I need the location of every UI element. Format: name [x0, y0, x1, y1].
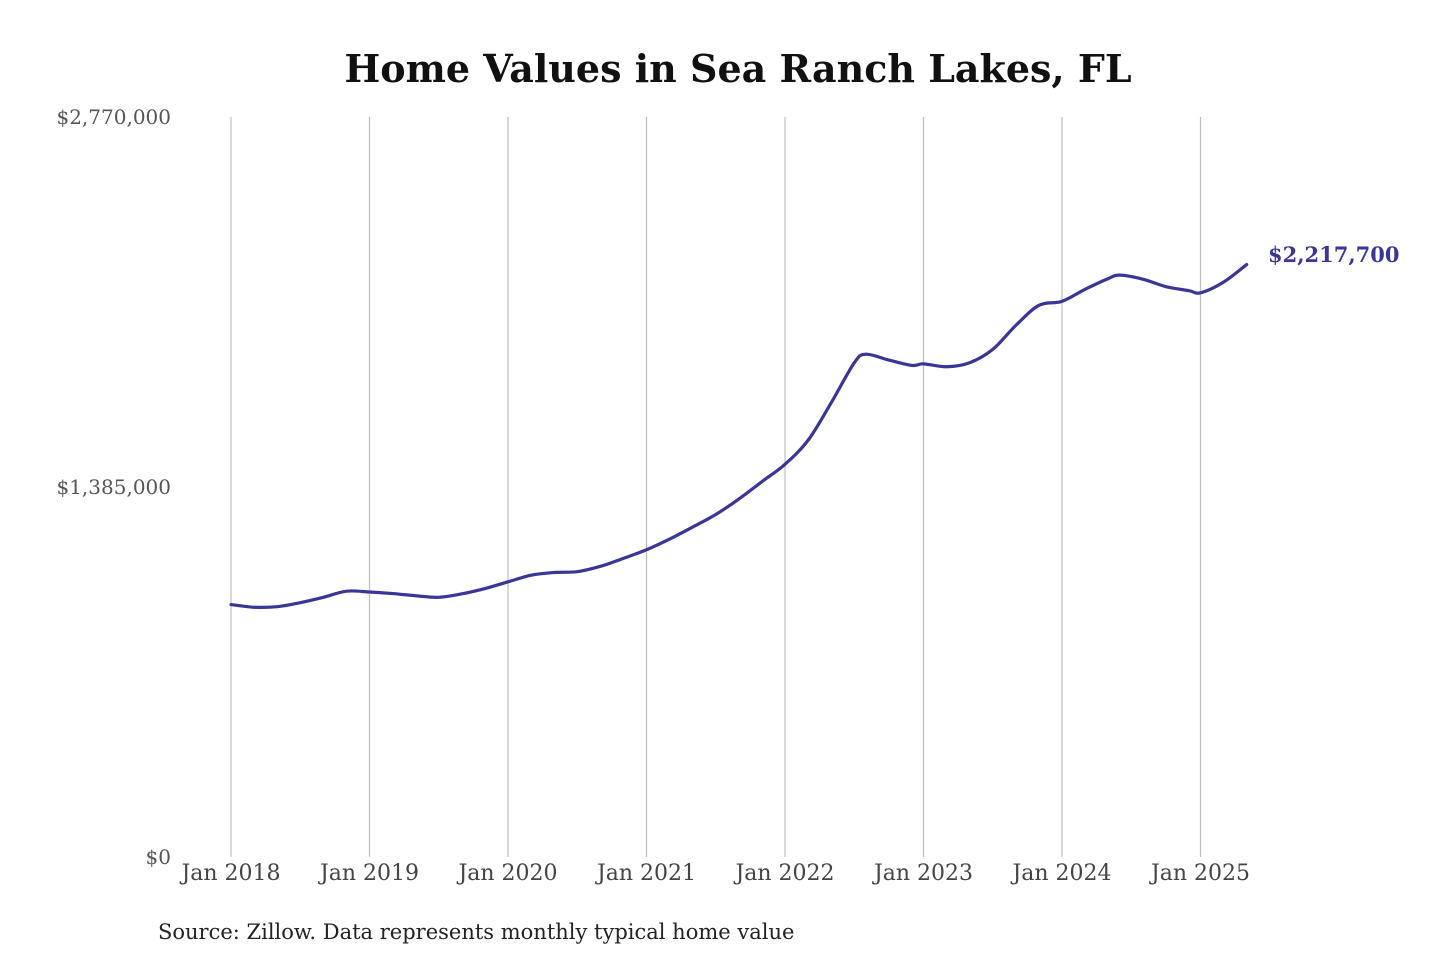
x-tick-label: Jan 2020 [456, 861, 557, 886]
series-line [229, 262, 1249, 610]
x-tick-label: Jan 2019 [318, 861, 419, 886]
chart-title: Home Values in Sea Ranch Lakes, FL [344, 46, 1131, 91]
x-axis-tick-labels: Jan 2018 Jan 2019 Jan 2020 Jan 2021 Jan 2022… [179, 861, 1250, 886]
x-tick-label: Jan 2021 [595, 861, 696, 886]
y-tick-label: $1,385,000 [56, 475, 171, 499]
y-tick-label: $0 [146, 845, 171, 869]
vertical-grid [230, 117, 1202, 857]
end-value-label: $2,217,700 [1268, 242, 1400, 267]
x-tick-label: Jan 2018 [179, 861, 280, 886]
source-note: Source: Zillow. Data represents monthly … [158, 920, 794, 944]
x-tick-label: Jan 2022 [733, 861, 834, 886]
x-tick-label: Jan 2025 [1149, 861, 1250, 886]
y-axis-tick-labels: $0 $1,385,000 $2,770,000 [56, 105, 171, 869]
x-tick-label: Jan 2023 [872, 861, 973, 886]
x-tick-label: Jan 2024 [1010, 861, 1111, 886]
y-tick-label: $2,770,000 [56, 105, 171, 129]
